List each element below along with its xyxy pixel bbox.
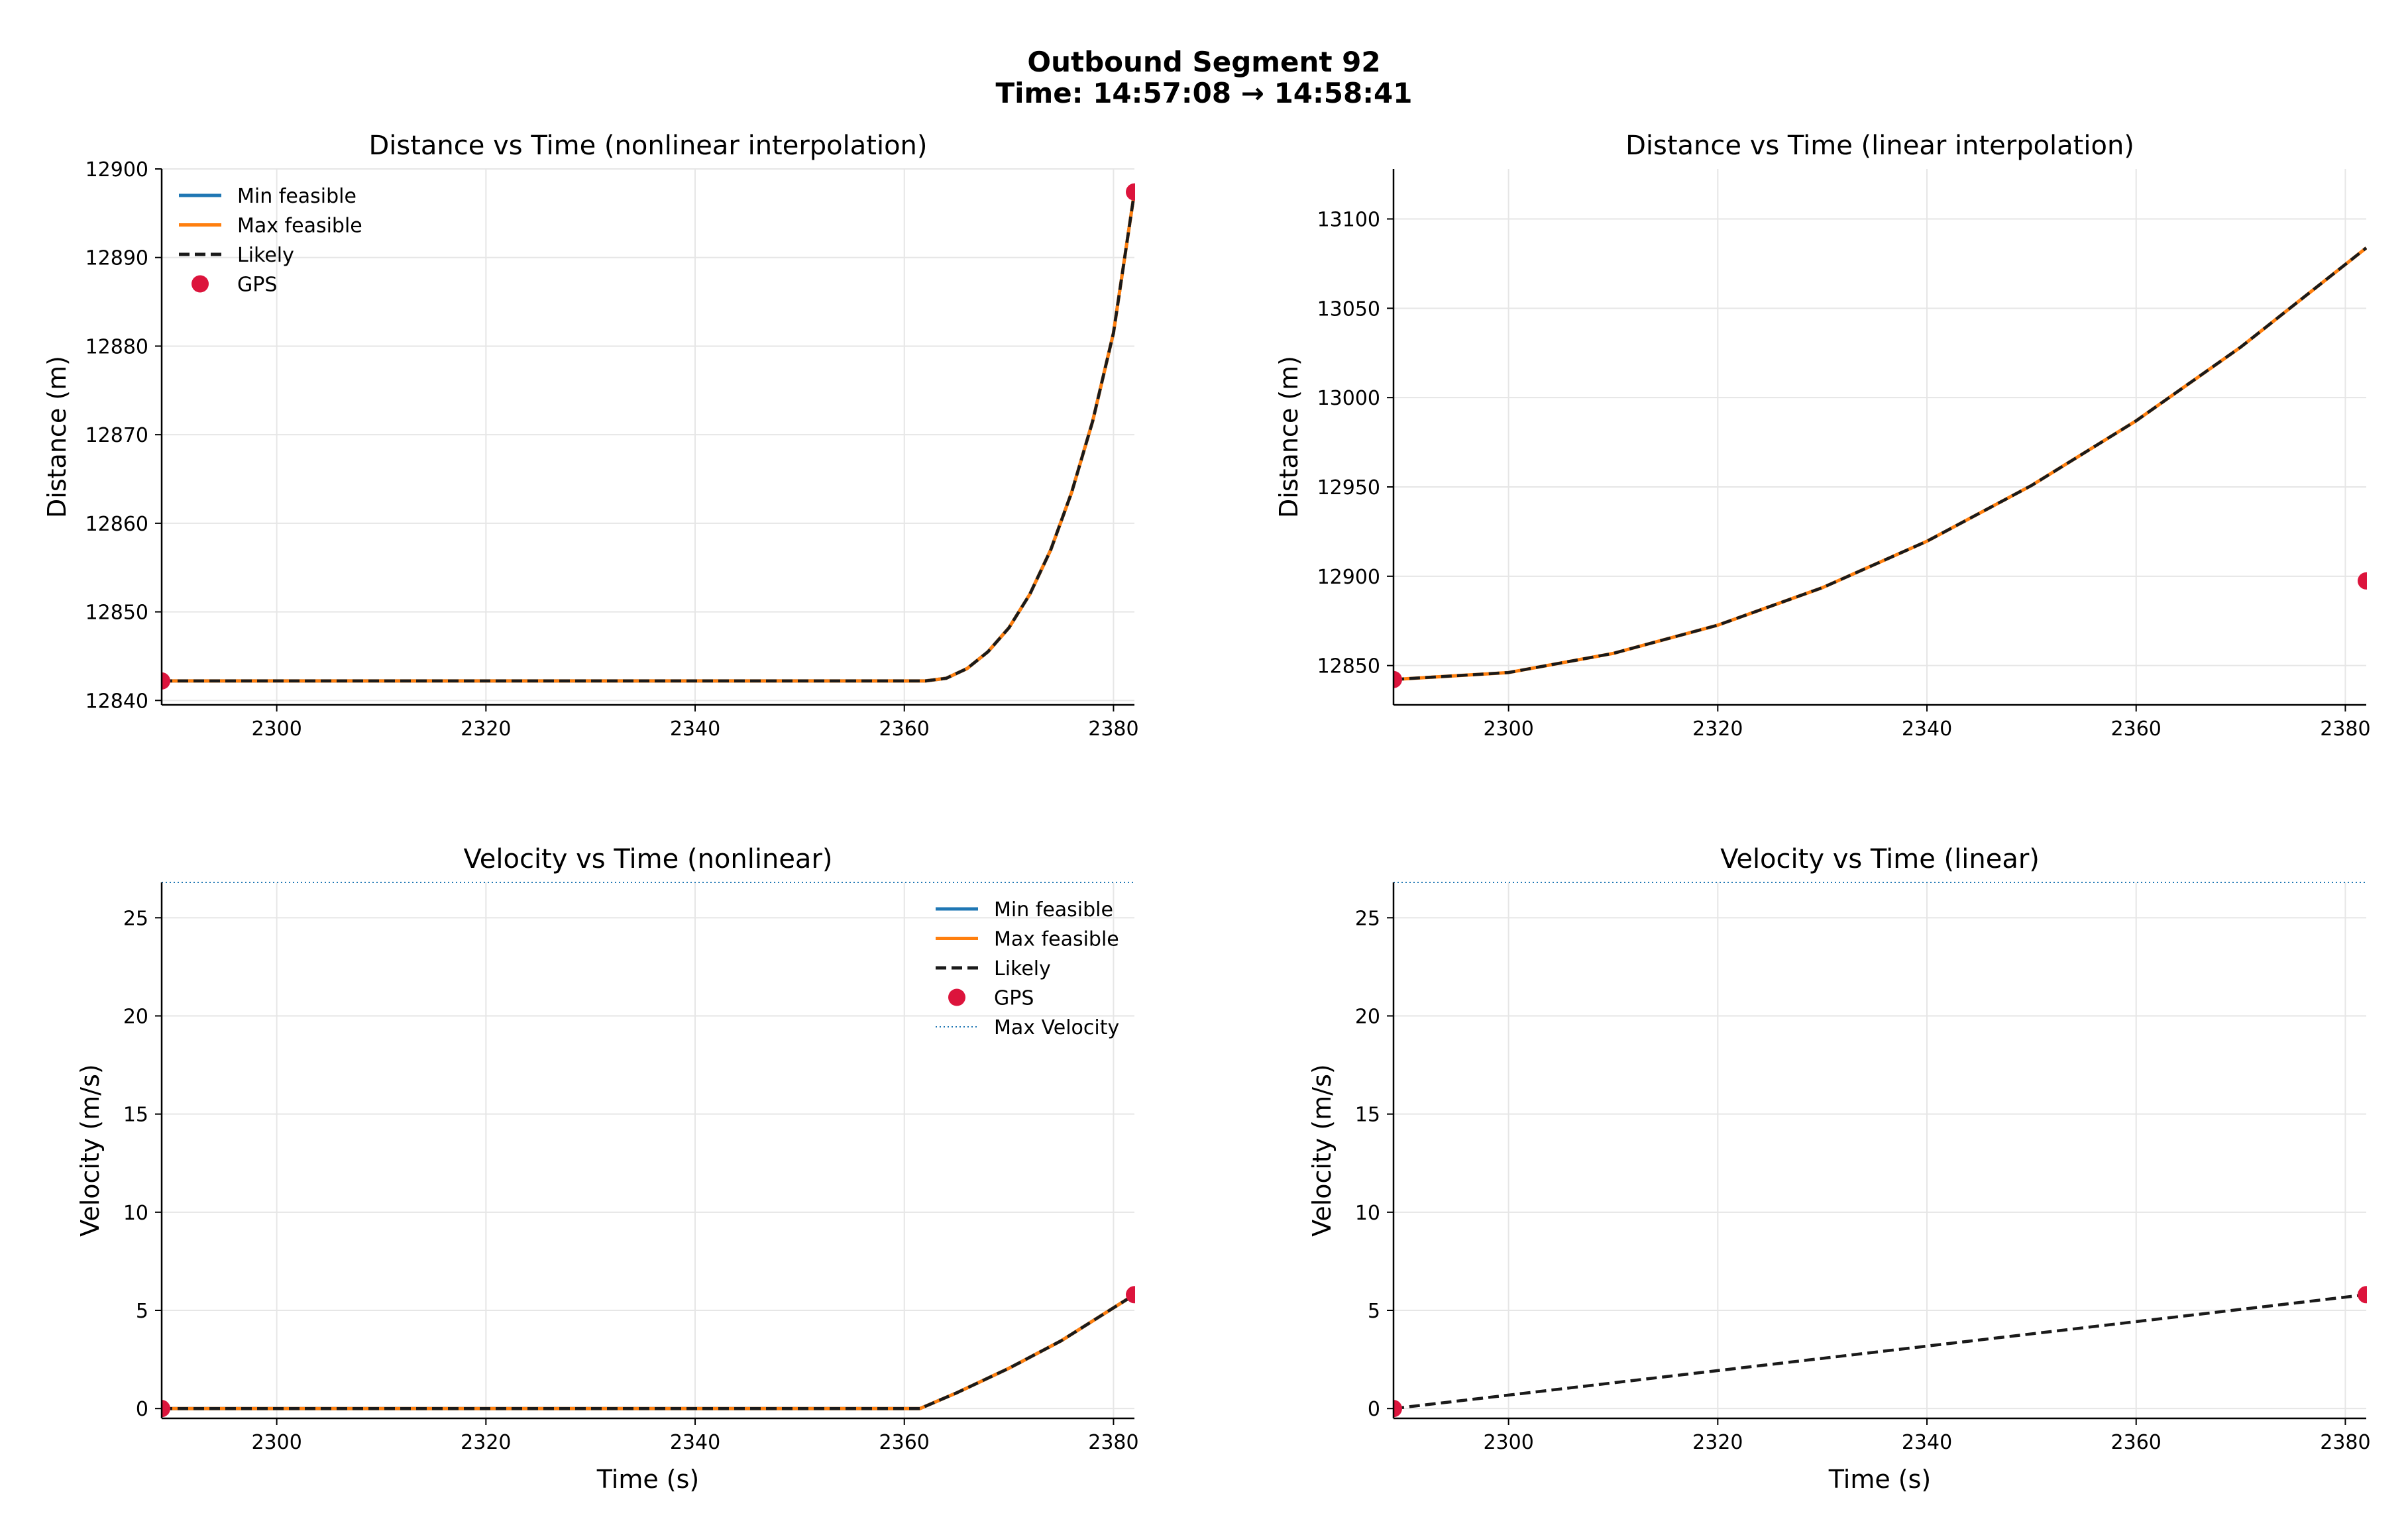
y-axis-label: Distance (m) — [1274, 356, 1303, 518]
y-tick-label: 15 — [1355, 1104, 1380, 1127]
y-tick-label: 10 — [1355, 1202, 1380, 1225]
x-tick-label: 2380 — [1088, 717, 1138, 741]
legend-label-max-feasible: Max feasible — [994, 928, 1119, 951]
y-tick-label: 20 — [1355, 1006, 1380, 1029]
x-tick-label: 2380 — [2320, 1431, 2370, 1454]
chart-panel-1: 2300 2320 2340 2360 2380 12840 12850 12860 12870… — [42, 131, 1139, 741]
subplot-title: Velocity vs Time (linear) — [1720, 844, 2040, 874]
y-tick-label: 12840 — [85, 690, 148, 713]
series-group — [1393, 246, 2367, 688]
x-tick-label: 2360 — [879, 717, 930, 741]
x-tick-label: 2320 — [461, 1431, 511, 1454]
legend-label-likely: Likely — [237, 244, 294, 267]
x-tick-label: 2320 — [461, 717, 511, 741]
y-tick-label: 5 — [136, 1300, 148, 1323]
legend-key-gps — [948, 988, 965, 1006]
x-axis-label: Time (s) — [596, 1465, 700, 1494]
y-axis-label: Distance (m) — [42, 356, 72, 518]
y-tick-label: 5 — [1368, 1300, 1380, 1323]
series-group — [161, 1286, 1135, 1418]
x-tick-label: 2340 — [670, 717, 720, 741]
y-tick-label: 12950 — [1317, 476, 1380, 500]
x-tick-label: 2340 — [1902, 717, 1952, 741]
x-tick-label: 2380 — [2320, 717, 2370, 741]
gps-point — [161, 1400, 170, 1418]
y-tick-label: 12900 — [1317, 566, 1380, 589]
legend-key-gps — [192, 275, 209, 293]
figure-title: Outbound Segment 92 — [1027, 46, 1381, 78]
x-tick-label: 2300 — [251, 717, 301, 741]
y-tick-label: 25 — [123, 907, 148, 930]
series-line-min-feasible — [162, 191, 1135, 683]
x-tick-label: 2360 — [2111, 1431, 2162, 1454]
legend-label-likely: Likely — [994, 957, 1051, 980]
chart-panel-2: 2300 2320 2340 2360 2380 12850 12900 12950 13000… — [1274, 131, 2371, 741]
x-tick-label: 2340 — [1902, 1431, 1952, 1454]
x-tick-label: 2360 — [2111, 717, 2162, 741]
gps-point — [2358, 572, 2367, 590]
legend-label-gps: GPS — [237, 274, 277, 297]
y-tick-label: 13050 — [1317, 297, 1380, 321]
series-line-min-feasible — [162, 1293, 1135, 1410]
legend-label-min-feasible: Min feasible — [994, 898, 1113, 921]
gps-point — [161, 672, 170, 690]
gps-point — [1393, 670, 1402, 688]
series-line-max-feasible — [162, 191, 1135, 683]
subplot-title: Distance vs Time (nonlinear interpolatio… — [368, 131, 927, 161]
legend-label-min-feasible: Min feasible — [237, 185, 356, 208]
y-tick-label: 12870 — [85, 424, 148, 447]
y-tick-label: 12900 — [85, 158, 148, 182]
y-tick-label: 13000 — [1317, 387, 1380, 410]
subplot-title: Distance vs Time (linear interpolation) — [1625, 131, 2134, 161]
x-tick-label: 2340 — [670, 1431, 720, 1454]
y-tick-label: 20 — [123, 1006, 148, 1029]
y-tick-label: 15 — [123, 1104, 148, 1127]
legend-label-gps: GPS — [994, 987, 1034, 1010]
y-tick-label: 12850 — [85, 602, 148, 625]
y-tick-label: 12850 — [1317, 655, 1380, 678]
x-axis-label: Time (s) — [1828, 1465, 1932, 1494]
series-line-likely — [1393, 1293, 2367, 1410]
series-group — [161, 183, 1135, 690]
series-line-likely — [162, 1293, 1135, 1410]
y-tick-label: 12880 — [85, 335, 148, 358]
x-tick-label: 2380 — [1088, 1431, 1138, 1454]
legend: Min feasible Max feasible Likely GPS Max Vel… — [936, 898, 1119, 1039]
y-axis-label: Velocity (m/s) — [76, 1064, 105, 1236]
x-tick-label: 2360 — [879, 1431, 930, 1454]
x-tick-label: 2300 — [1483, 717, 1533, 741]
x-tick-label: 2320 — [1692, 1431, 1743, 1454]
legend-label-max-velocity: Max Velocity — [994, 1016, 1119, 1039]
y-tick-label: 12860 — [85, 513, 148, 536]
x-tick-label: 2300 — [251, 1431, 301, 1454]
y-tick-label: 12890 — [85, 247, 148, 270]
x-tick-label: 2300 — [1483, 1431, 1533, 1454]
legend: Min feasible Max feasible Likely GPS — [179, 185, 362, 297]
x-tick-label: 2320 — [1692, 717, 1743, 741]
y-tick-label: 10 — [123, 1202, 148, 1225]
series-line-likely — [1393, 246, 2367, 681]
subplot-title: Velocity vs Time (nonlinear) — [464, 844, 833, 874]
chart-panel-3: 2300 2320 2340 2360 2380 0 5 10 15 20 25 Velocity v… — [76, 844, 1139, 1494]
gps-point — [1126, 1286, 1135, 1304]
series-line-likely — [162, 191, 1135, 683]
gps-point — [1393, 1400, 1402, 1418]
y-tick-label: 13100 — [1317, 209, 1380, 232]
chart-panel-4: 2300 2320 2340 2360 2380 0 5 10 15 20 25 Velocity v… — [1307, 844, 2371, 1494]
gps-point — [2358, 1286, 2367, 1304]
y-tick-label: 0 — [136, 1398, 148, 1421]
y-tick-label: 25 — [1355, 907, 1380, 930]
figure-subtitle: Time: 14:57:08 → 14:58:41 — [995, 77, 1413, 109]
series-group — [1393, 1286, 2367, 1418]
y-tick-label: 0 — [1368, 1398, 1380, 1421]
series-line-max-feasible — [162, 1293, 1135, 1410]
legend-label-max-feasible: Max feasible — [237, 215, 362, 238]
gps-point — [1126, 183, 1135, 201]
y-axis-label: Velocity (m/s) — [1307, 1064, 1337, 1236]
series-line-max-feasible — [1393, 246, 2367, 682]
